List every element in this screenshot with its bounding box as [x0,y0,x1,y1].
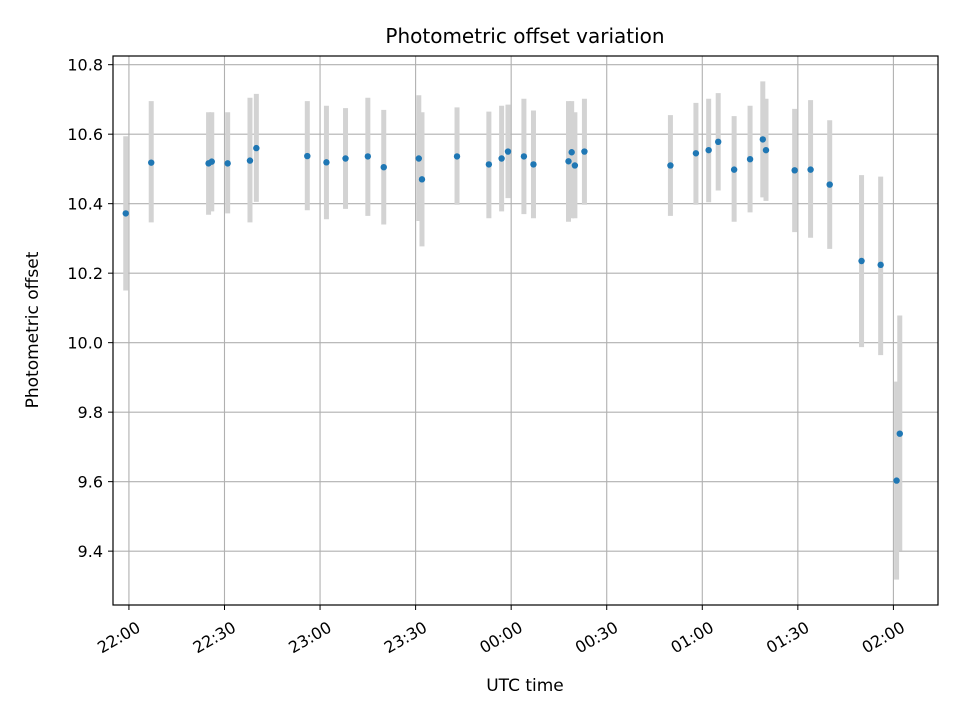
data-point [530,161,537,168]
grid [113,56,938,605]
data-point [893,477,900,484]
data-points [122,136,903,484]
data-point [565,158,572,165]
chart-title: Photometric offset variation [385,24,664,48]
data-point [148,159,155,166]
y-tick-label: 10.8 [67,56,103,75]
data-point [667,162,674,169]
data-point [485,161,493,168]
x-axis-label: UTC time [486,676,564,696]
y-tick-label: 9.6 [78,473,103,492]
data-point [380,163,387,171]
data-point [246,157,254,164]
data-point [418,176,426,183]
data-point [571,162,579,169]
data-point [224,160,231,167]
y-tick-label: 9.4 [78,542,103,561]
y-tick-label: 9.8 [78,403,103,422]
y-tick-label: 10.0 [67,334,103,353]
data-point [762,146,770,154]
data-point [858,257,865,265]
data-point [730,166,738,173]
data-point [568,149,575,156]
data-point [304,152,311,160]
data-point [504,148,512,155]
data-point [581,148,588,155]
data-point [520,153,528,160]
data-point [415,155,422,162]
y-axis-label: Photometric offset [23,251,43,408]
y-tick-label: 10.4 [67,195,103,214]
data-point [705,146,712,154]
y-tick-label: 10.6 [67,125,103,144]
data-point [364,153,372,160]
data-point [323,159,330,166]
data-point [453,153,461,160]
data-point [746,155,754,163]
data-point [759,136,767,143]
y-tick-label: 10.2 [67,264,103,283]
data-point [877,261,884,269]
data-point [896,430,903,437]
y-axis: 9.4 9.6 9.8 10.0 10.2 10.4 10.6 10.8 [67,56,113,561]
data-point [692,150,700,157]
data-point [498,155,505,162]
data-point [826,181,833,188]
plot-frame [112,55,939,606]
data-point [122,210,129,217]
data-point [715,138,722,146]
data-point [208,158,215,165]
data-point [791,167,798,174]
data-point [342,155,349,162]
data-point [807,166,814,173]
data-point [253,144,260,152]
